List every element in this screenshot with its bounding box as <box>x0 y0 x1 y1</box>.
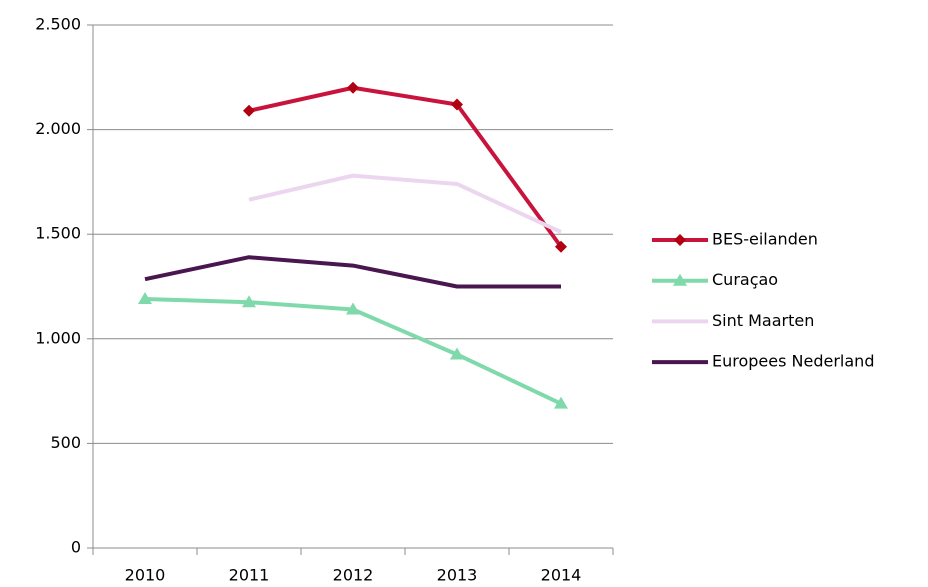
y-tick-label: 500 <box>50 433 81 452</box>
y-tick-label: 1.000 <box>35 328 81 347</box>
legend-label: Curaçao <box>712 270 778 289</box>
point-marker <box>347 81 359 94</box>
legend-label: BES-eilanden <box>712 230 818 249</box>
x-tick-label: 2013 <box>437 566 478 585</box>
point-marker <box>450 347 464 360</box>
point-marker <box>346 302 360 315</box>
legend-label: Europees Nederland <box>712 352 874 371</box>
x-tick-label: 2010 <box>125 566 166 585</box>
point-marker <box>138 292 152 305</box>
legend-marker <box>673 273 687 286</box>
legend-marker <box>674 234 686 246</box>
point-marker <box>554 396 568 409</box>
point-marker <box>242 295 256 308</box>
point-marker <box>555 240 567 253</box>
y-tick-label: 0 <box>71 538 81 557</box>
y-tick-label: 1.500 <box>35 224 81 243</box>
legend-label: Sint Maarten <box>712 311 814 330</box>
point-marker <box>243 104 255 117</box>
x-tick-label: 2014 <box>541 566 582 585</box>
series-line <box>248 173 562 234</box>
y-tick-label: 2.000 <box>35 119 81 138</box>
series-line <box>248 85 563 248</box>
x-tick-label: 2012 <box>333 566 374 585</box>
y-tick-label: 2.500 <box>35 15 81 34</box>
series-line <box>144 255 561 289</box>
x-tick-label: 2011 <box>229 566 270 585</box>
point-marker <box>451 98 463 111</box>
series-line <box>144 297 562 406</box>
